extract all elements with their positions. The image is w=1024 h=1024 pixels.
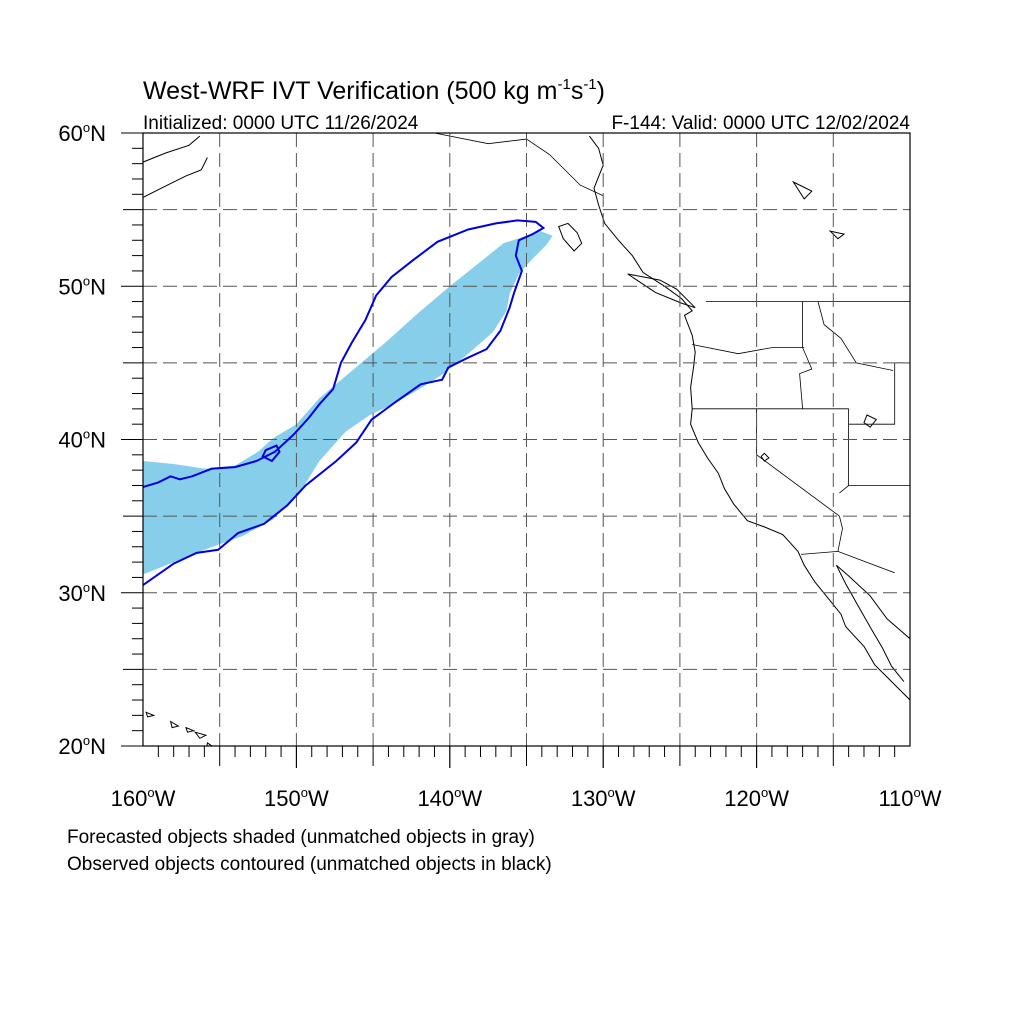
plot-area — [143, 133, 910, 746]
latitude-label: 30oN — [58, 580, 106, 606]
alaska-peninsula-coast — [143, 157, 208, 198]
footer-observed-note: Observed objects contoured (unmatched ob… — [67, 854, 552, 875]
latitude-label: 40oN — [58, 427, 106, 453]
longitude-label: 160oW — [111, 785, 176, 811]
longitude-labels: 160oW 150oW 140oW 130oW 120oW 110oW — [111, 785, 942, 811]
longitude-label: 130oW — [571, 785, 636, 811]
boundary-line — [799, 301, 813, 409]
coastlines — [143, 135, 910, 746]
valid-time: F-144: Valid: 0000 UTC 12/02/2024 — [611, 113, 910, 134]
observed-ivt-contour — [143, 219, 546, 586]
boundary-line — [839, 408, 849, 494]
boundary-line — [817, 301, 894, 371]
boundary-line — [801, 550, 895, 574]
lake-outline — [760, 452, 770, 462]
boundary-line — [756, 408, 840, 517]
boundary-line — [434, 133, 604, 197]
island-outline — [627, 273, 696, 309]
boundary-line — [837, 516, 843, 552]
hawaii-island-outline — [145, 711, 156, 718]
longitude-label: 120oW — [724, 785, 789, 811]
gulf-of-california-coast — [836, 564, 910, 640]
lake-outline — [792, 180, 813, 200]
latitude-labels: 60oN 50oN 40oN 30oN 20oN — [58, 120, 106, 759]
axis-ticks — [121, 132, 896, 768]
boundary-line — [848, 362, 896, 425]
lake-outline — [863, 414, 878, 428]
longitude-label: 140oW — [417, 785, 482, 811]
observed-ivt-small-contour — [261, 444, 281, 463]
island-outline — [558, 222, 583, 252]
longitude-label: 150oW — [264, 785, 329, 811]
hawaii-island-outline — [185, 726, 196, 733]
hawaii-island-outline — [193, 731, 208, 739]
baja-inner-coast — [835, 564, 905, 682]
footer-forecast-note: Forecasted objects shaded (unmatched obj… — [67, 827, 535, 848]
hawaii-island-outline — [169, 720, 180, 729]
forecast-ivt-object — [143, 231, 553, 575]
lat-lon-grid — [143, 133, 910, 746]
latitude-label: 50oN — [58, 273, 106, 299]
political-boundaries — [434, 133, 910, 574]
initialized-time: Initialized: 0000 UTC 11/26/2024 — [143, 113, 419, 134]
boundary-line — [692, 344, 805, 355]
latitude-label: 20oN — [58, 733, 106, 759]
longitude-label: 110oW — [878, 785, 941, 811]
latitude-label: 60oN — [58, 120, 106, 146]
west-coast-coastline — [589, 135, 910, 701]
map-title: West-WRF IVT Verification (500 kg m-1s-1… — [143, 76, 605, 105]
alaska-coastline — [143, 135, 201, 163]
lake-outline — [828, 230, 846, 240]
